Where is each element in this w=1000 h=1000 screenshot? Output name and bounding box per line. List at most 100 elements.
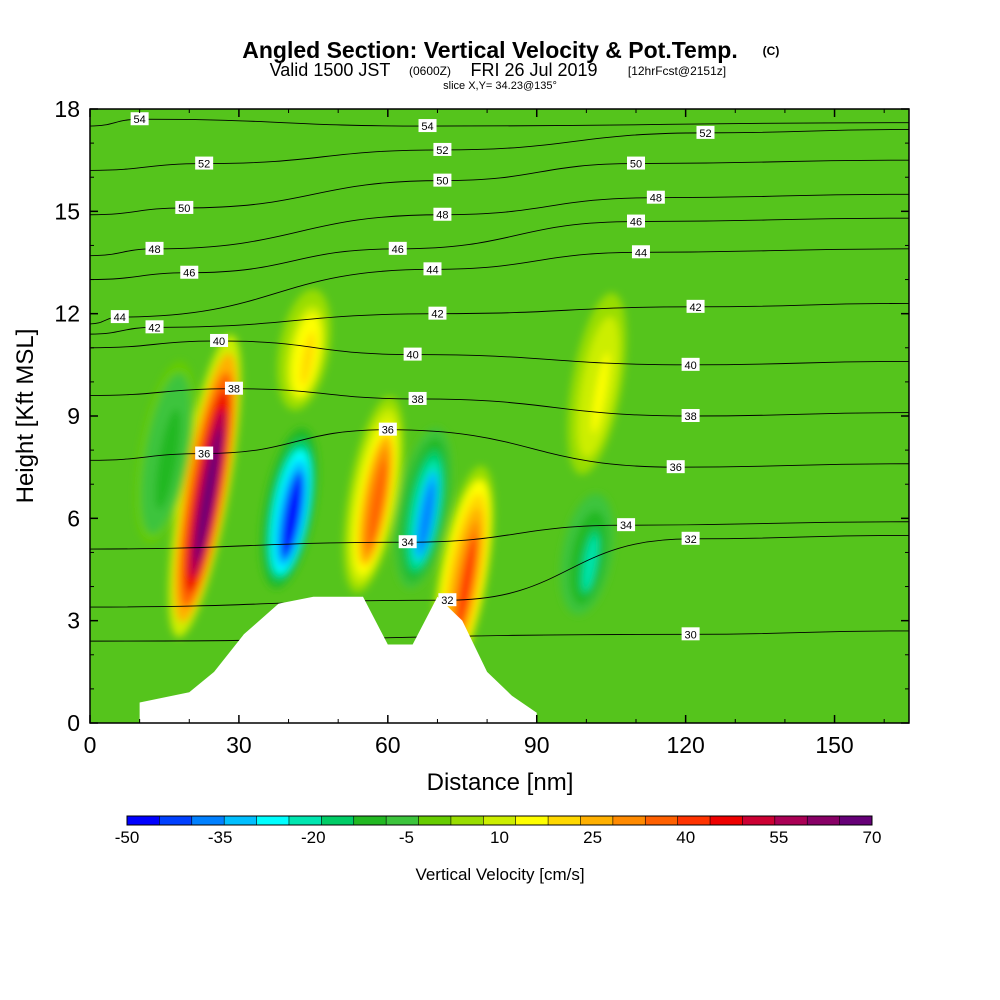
theta-contour-line [90,129,909,171]
svg-text:36: 36 [198,449,210,461]
svg-text:40: 40 [407,350,419,362]
x-tick-label: 120 [666,732,704,758]
colorbar [126,815,873,826]
colorbar-swatch [612,816,646,825]
velocity-cell [159,420,178,502]
theta-contour-line [90,340,909,366]
velocity-cell [284,481,301,553]
colorbar-tick-label: 25 [583,828,602,847]
x-tick-label: 150 [815,732,853,758]
theta-contour-label: 34 [398,535,417,549]
svg-text:50: 50 [436,176,448,188]
theta-contour-label: 40 [681,357,700,372]
svg-text:34: 34 [620,520,632,532]
colorbar-swatch [159,816,193,825]
svg-text:42: 42 [431,309,443,321]
theta-contour-label: 44 [631,245,650,259]
svg-text:46: 46 [392,244,404,256]
theta-contour-label: 48 [646,190,665,205]
y-tick-label: 15 [54,198,80,224]
theta-contour-label: 54 [130,112,149,126]
theta-contour-label: 54 [418,119,437,133]
valid-prefix: Valid 1500 JST [270,60,391,80]
colorbar-swatch [321,816,355,825]
terrain [139,596,537,723]
svg-text:46: 46 [630,217,642,229]
theta-contour-label: 32 [681,531,700,546]
theta-contour-line [90,534,909,608]
colorbar-swatch [548,816,581,825]
svg-text:52: 52 [436,145,448,157]
theta-contour-label: 40 [403,347,422,362]
slice-info: slice X,Y= 34.23@135° [443,80,557,92]
x-tick-label: 30 [226,732,252,758]
theta-contour-label: 50 [175,200,194,215]
svg-text:36: 36 [382,425,394,437]
theta-contour-label: 44 [423,262,442,276]
svg-text:46: 46 [183,268,195,280]
theta-contour-label: 52 [433,142,452,157]
y-axis-label: Height [Kft MSL] [12,329,39,504]
colorbar-tick-label: 10 [490,828,509,847]
theta-contour-label: 38 [681,409,700,423]
colorbar-swatch [353,816,387,825]
colorbar-swatch [742,816,776,825]
theta-contour-label: 52 [195,156,214,171]
theta-contour-label: 30 [681,627,700,641]
theta-contour-label: 46 [388,241,407,256]
svg-text:38: 38 [411,394,423,406]
x-tick-label: 60 [375,732,401,758]
svg-text:50: 50 [178,203,190,215]
svg-text:38: 38 [684,411,696,423]
svg-text:30: 30 [684,629,696,641]
colorbar-swatch [288,816,322,825]
theta-contour-label: 52 [696,125,715,140]
theta-contour-label: 36 [666,460,685,474]
theta-contour-label: 48 [145,241,164,256]
theta-contour-label: 48 [433,207,452,222]
chart-title: Angled Section: Vertical Velocity & Pot.… [242,37,737,63]
theta-contour-label: 34 [617,518,636,532]
svg-text:42: 42 [148,322,160,334]
svg-text:32: 32 [441,595,453,607]
svg-text:54: 54 [421,121,433,133]
colorbar-swatch [483,816,517,825]
velocity-field [135,288,627,684]
svg-text:48: 48 [148,244,160,256]
svg-text:44: 44 [635,247,647,259]
colorbar-tick-label: -5 [399,828,414,847]
colorbar-swatch [386,816,420,825]
y-tick-label: 3 [67,608,80,634]
colorbar-swatch [645,816,679,825]
colorbar-swatch [191,816,225,825]
colorbar-swatch [774,816,808,825]
theta-contour-label: 42 [428,306,447,321]
colorbar-tick-label: 70 [863,828,882,847]
colorbar-tick-label: 40 [676,828,695,847]
y-tick-label: 0 [67,710,80,736]
colorbar-swatch [677,816,711,825]
colorbar-tick-label: -35 [208,828,233,847]
colorbar-tick-label: 55 [769,828,788,847]
colorbar-swatch [256,816,290,825]
theta-contour-label: 40 [210,333,229,348]
theta-contour-label: 50 [627,156,645,171]
y-tick-label: 9 [67,403,80,429]
theta-contour-labels: 30 32 32 34 34 36 36 36 38 38 38 40 40 40 42 42 42 44 44 44… [110,112,715,641]
svg-text:40: 40 [213,336,225,348]
svg-text:54: 54 [134,114,146,126]
valid-date: FRI 26 Jul 2019 [470,60,597,80]
svg-text:52: 52 [198,159,210,171]
x-tick-label: 90 [524,732,550,758]
colorbar-swatch [807,816,841,825]
svg-text:48: 48 [650,193,662,205]
valid-zulu: (0600Z) [409,64,451,78]
colorbar-swatch [418,816,452,825]
x-axis: 0 30 60 90 120 150 [84,109,885,758]
theta-contour-label: 50 [433,173,452,188]
colorbar-swatch [450,816,484,825]
velocity-cell [583,536,598,591]
y-tick-label: 6 [67,505,80,531]
